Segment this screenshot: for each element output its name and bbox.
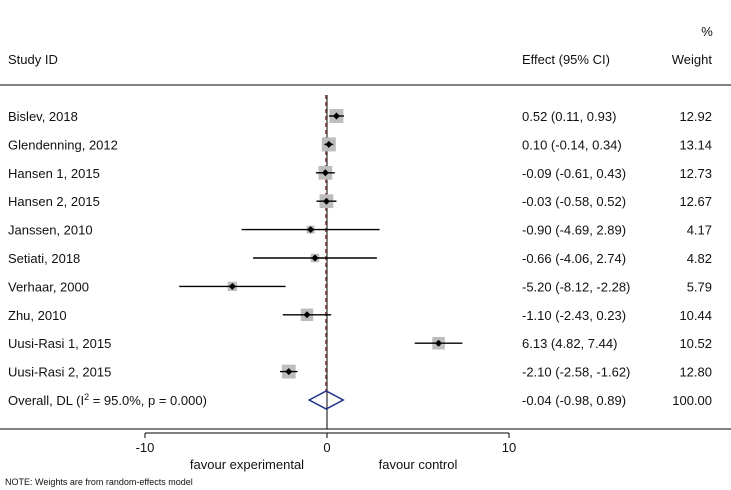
point-estimate — [332, 112, 340, 120]
effect-ci-text: -5.20 (-8.12, -2.28) — [522, 279, 630, 294]
point-estimate — [325, 140, 333, 148]
effect-ci-text: 6.13 (4.82, 7.44) — [522, 336, 617, 351]
weight-text: 5.79 — [687, 279, 712, 294]
effect-ci-text: -0.09 (-0.61, 0.43) — [522, 166, 626, 181]
weight-percent-header: % — [701, 24, 713, 39]
effect-ci-text: 0.10 (-0.14, 0.34) — [522, 137, 622, 152]
x-tick-label: -10 — [136, 440, 155, 455]
effect-ci-text: -1.10 (-2.43, 0.23) — [522, 308, 626, 323]
study-label: Zhu, 2010 — [8, 308, 67, 323]
study-label: Hansen 1, 2015 — [8, 166, 100, 181]
weight-text: 13.14 — [679, 137, 712, 152]
weight-text: 12.67 — [679, 194, 712, 209]
effect-header: Effect (95% CI) — [522, 52, 610, 67]
point-estimate — [228, 282, 236, 290]
study-label: Uusi-Rasi 2, 2015 — [8, 365, 111, 380]
weight-text: 12.92 — [679, 109, 712, 124]
study-row: Zhu, 2010 -1.10 (-2.43, 0.23) 10.44 — [8, 308, 712, 323]
weight-text: 10.44 — [679, 308, 712, 323]
study-row: Uusi-Rasi 2, 2015 -2.10 (-2.58, -1.62) 12.… — [8, 365, 712, 380]
xlabel-favour-experimental: favour experimental — [190, 457, 304, 472]
effect-ci-text: -2.10 (-2.58, -1.62) — [522, 365, 630, 380]
point-estimate — [307, 226, 315, 234]
study-row: Setiati, 2018 -0.66 (-4.06, 2.74) 4.82 — [8, 251, 712, 266]
weight-text: 10.52 — [679, 336, 712, 351]
effect-ci-text: 0.52 (0.11, 0.93) — [522, 109, 616, 124]
weight-text: 4.17 — [687, 223, 712, 238]
weight-text: 4.82 — [687, 251, 712, 266]
point-estimate — [311, 254, 319, 262]
weight-text: 12.73 — [679, 166, 712, 181]
study-label: Uusi-Rasi 1, 2015 — [8, 336, 111, 351]
effect-ci-text: -0.66 (-4.06, 2.74) — [522, 251, 626, 266]
point-estimate — [321, 169, 329, 177]
point-estimate — [285, 368, 293, 376]
study-label: Glendenning, 2012 — [8, 137, 118, 152]
study-row: Uusi-Rasi 1, 2015 6.13 (4.82, 7.44) 10.52 — [8, 336, 712, 351]
overall-effect-ci-text: -0.04 (-0.98, 0.89) — [522, 393, 626, 408]
study-label: Setiati, 2018 — [8, 251, 80, 266]
study-row: Hansen 2, 2015 -0.03 (-0.58, 0.52) 12.67 — [8, 194, 712, 209]
overall-row: Overall, DL (I2 = 95.0%, p = 0.000) -0.04… — [8, 390, 712, 410]
xlabel-favour-control: favour control — [379, 457, 458, 472]
study-label: Verhaar, 2000 — [8, 279, 89, 294]
point-estimate — [435, 339, 443, 347]
study-row: Bislev, 2018 0.52 (0.11, 0.93) 12.92 — [8, 109, 712, 124]
x-tick-label: 10 — [502, 440, 516, 455]
weight-header: Weight — [672, 52, 713, 67]
study-row: Verhaar, 2000 -5.20 (-8.12, -2.28) 5.79 — [8, 279, 712, 294]
study-label: Hansen 2, 2015 — [8, 194, 100, 209]
study-row: Glendenning, 2012 0.10 (-0.14, 0.34) 13.14 — [8, 137, 712, 152]
overall-diamond — [307, 390, 345, 410]
study-row: Janssen, 2010 -0.90 (-4.69, 2.89) 4.17 — [8, 223, 712, 238]
x-tick-label: 0 — [323, 440, 330, 455]
point-estimate — [322, 197, 330, 205]
weights-note: NOTE: Weights are from random-effects mo… — [5, 477, 193, 487]
effect-ci-text: -0.90 (-4.69, 2.89) — [522, 223, 626, 238]
effect-ci-text: -0.03 (-0.58, 0.52) — [522, 194, 626, 209]
weight-text: 12.80 — [679, 365, 712, 380]
study-id-header: Study ID — [8, 52, 58, 67]
point-estimate — [303, 311, 311, 319]
study-label: Janssen, 2010 — [8, 223, 93, 238]
study-row: Hansen 1, 2015 -0.09 (-0.61, 0.43) 12.73 — [8, 166, 712, 181]
overall-label: Overall, DL (I2 = 95.0%, p = 0.000) — [8, 392, 207, 408]
overall-weight-text: 100.00 — [672, 393, 712, 408]
study-label: Bislev, 2018 — [8, 109, 78, 124]
